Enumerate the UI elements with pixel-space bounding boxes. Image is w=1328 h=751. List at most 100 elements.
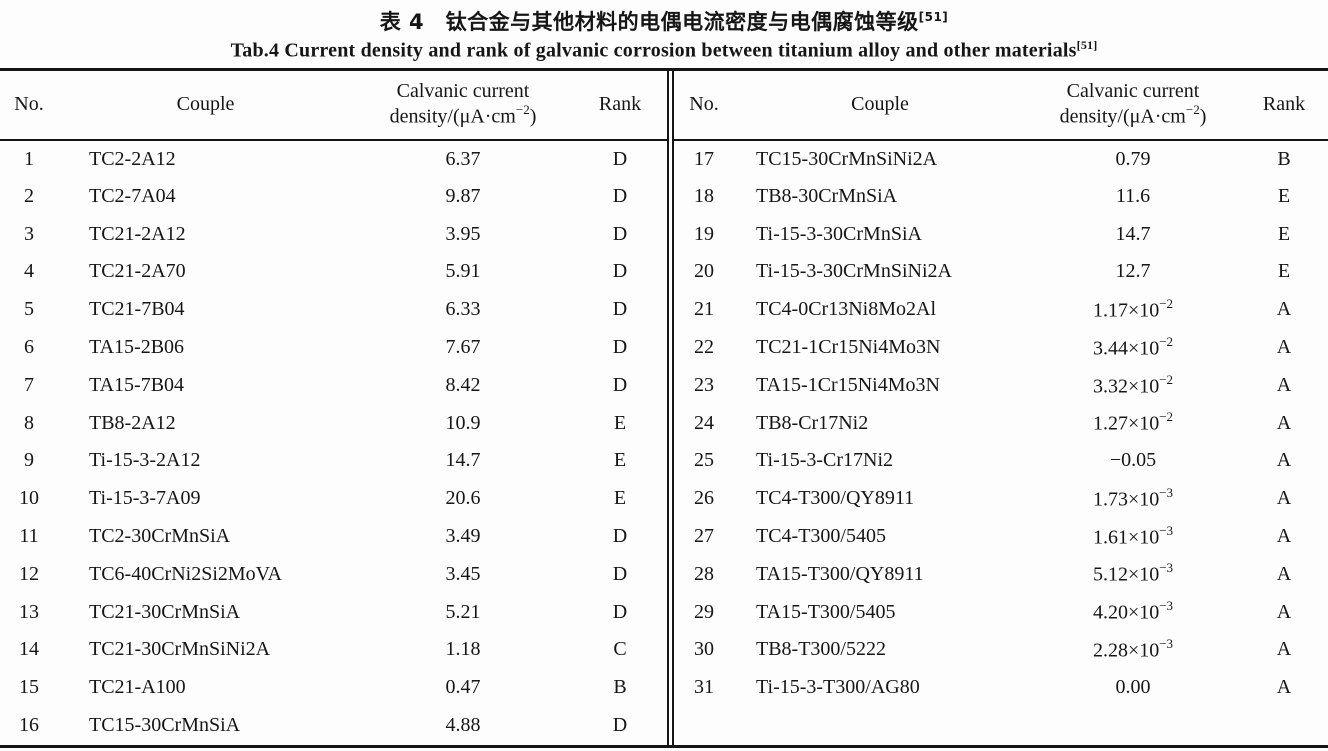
header-density-exponent: −2 [515,102,530,118]
cell-couple: TC21-A100 [89,676,186,699]
cell-couple: TA15-7B04 [89,373,185,396]
cell-no: 8 [24,411,34,434]
cell-couple: TA15-T300/5405 [756,600,896,623]
cell-no: 10 [19,487,39,510]
cell-rank: B [1277,147,1291,170]
galvanic-corrosion-table: No. Couple Calvanic current density/(μA·c… [0,67,1328,748]
header-density-line1: Calvanic current [1066,79,1200,102]
header-no: No. [674,70,734,141]
table-titles: 表 4 钛合金与其他材料的电偶电流密度与电偶腐蚀等级[51] Tab.4 Cur… [0,0,1328,63]
cell-rank: D [612,714,628,736]
title-zh-text: 表 4 钛合金与其他材料的电偶电流密度与电偶腐蚀等级 [379,10,919,34]
cell-density: 3.44×10−2 [1092,333,1174,360]
cell-no: 28 [694,562,714,585]
density-exponent: −3 [1159,636,1174,652]
table-left-half: No. Couple Calvanic current density/(μA·c… [0,70,667,745]
cell-couple: TA15-1Cr15Ni4Mo3N [756,373,940,396]
header-density: Calvanic current density/(μA·cm−2) [1026,70,1240,141]
table-row: 23 TA15-1Cr15Ni4Mo3N 3.32×10−2 A [674,366,1328,404]
cell-density: 6.37 [445,147,481,170]
cell-rank: A [1276,336,1292,359]
cell-couple: Ti-15-3-7A09 [89,487,201,510]
cell-no: 31 [694,676,714,699]
cell-density: 9.87 [445,184,481,207]
cell-couple: TC2-30CrMnSiA [89,525,231,548]
left-table-body: 1 TC2-2A12 6.37 D 2 TC2-7A04 9.87 D 3 TC21-2A12 3.… [0,140,667,745]
density-exponent: −2 [1159,409,1174,425]
cell-density: 0.47 [445,676,481,699]
header-row: No. Couple Calvanic current density/(μA·c… [674,70,1328,141]
cell-density: 5.12×10−3 [1092,560,1174,587]
table-row: 22 TC21-1Cr15Ni4Mo3N 3.44×10−2 A [674,329,1328,367]
cell-no: 7 [24,373,34,396]
cell-couple: TC21-30CrMnSiA [89,600,241,623]
table-row: 20 Ti-15-3-30CrMnSiNi2A 12.7 E [674,253,1328,291]
cell-density: 5.21 [445,600,481,623]
cell-density: 5.91 [445,260,481,283]
cell-density: 0.79 [1115,147,1151,170]
cell-density: 3.32×10−2 [1092,371,1174,398]
table-row: 12 TC6-40CrNi2Si2MoVA 3.45 D [0,555,667,593]
cell-couple: TC4-T300/QY8911 [756,487,915,510]
density-exponent: −2 [1159,333,1174,349]
cell-no: 15 [19,676,39,699]
cell-density: 0.00 [1115,676,1151,699]
cell-density: 3.95 [445,222,481,245]
table-row: 27 TC4-T300/5405 1.61×10−3 A [674,518,1328,556]
table-row: 18 TB8-30CrMnSiA 11.6 E [674,177,1328,215]
cell-no: 27 [694,525,714,548]
cell-density: 10.9 [445,411,481,434]
cell-no: 23 [694,373,714,396]
table-row: 7 TA15-7B04 8.42 D [0,366,667,404]
cell-rank: D [612,184,628,207]
cell-no: 1 [24,147,34,170]
title-zh-citation: [51] [918,10,949,24]
density-exponent: −2 [1159,295,1174,311]
header-density-exponent: −2 [1185,102,1200,118]
cell-couple: TC15-30CrMnSiNi2A [756,147,938,170]
cell-no: 20 [694,260,714,283]
cell-couple: TB8-Cr17Ni2 [756,411,869,434]
cell-couple: TC21-30CrMnSiNi2A [89,638,271,661]
cell-rank: A [1276,676,1292,699]
cell-rank: A [1276,638,1292,661]
density-exponent: −3 [1159,598,1174,614]
cell-no: 13 [19,600,39,623]
cell-rank: D [612,147,628,170]
cell-couple: TC15-30CrMnSiA [89,714,241,736]
cell-rank: A [1276,600,1292,623]
cell-couple: TC21-1Cr15Ni4Mo3N [756,336,941,359]
cell-couple: TC2-2A12 [89,147,176,170]
cell-couple: Ti-15-3-Cr17Ni2 [756,449,894,472]
density-exponent: −3 [1159,484,1174,500]
table-row: 6 TA15-2B06 7.67 D [0,329,667,367]
table-row: 3 TC21-2A12 3.95 D [0,215,667,253]
table-row: 25 Ti-15-3-Cr17Ni2 −0.05 A [674,442,1328,480]
cell-density: 12.7 [1115,260,1151,283]
cell-rank: D [612,298,628,321]
table-row: 4 TC21-2A70 5.91 D [0,253,667,291]
cell-no: 21 [694,298,714,321]
table-row: 21 TC4-0Cr13Ni8Mo2Al 1.17×10−2 A [674,291,1328,329]
cell-rank: A [1276,411,1292,434]
table-row: 10 Ti-15-3-7A09 20.6 E [0,480,667,518]
header-density-close: ) [529,105,537,128]
table-row: 16 TC15-30CrMnSiA 4.88 D [0,707,667,745]
cell-density: 7.67 [445,336,481,359]
cell-density: 8.42 [445,373,481,396]
table-row: 30 TB8-T300/5222 2.28×10−3 A [674,631,1328,669]
cell-rank: D [612,373,628,396]
cell-density: 3.49 [445,525,481,548]
cell-density: 4.88 [445,714,481,736]
cell-density: 1.18 [445,638,481,661]
cell-no: 22 [694,336,714,359]
header-rank: Rank [1240,70,1328,141]
cell-rank: A [1276,373,1292,396]
header-density-line2: density/(μA·cm [389,105,516,128]
table-row: 19 Ti-15-3-30CrMnSiA 14.7 E [674,215,1328,253]
cell-density: 20.6 [445,487,481,510]
header-density: Calvanic current density/(μA·cm−2) [353,70,573,141]
table-title-zh: 表 4 钛合金与其他材料的电偶电流密度与电偶腐蚀等级[51] [0,6,1328,36]
left-table-header: No. Couple Calvanic current density/(μA·c… [0,70,667,141]
